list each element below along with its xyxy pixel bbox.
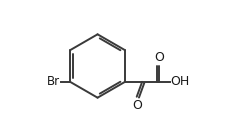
Text: Br: Br bbox=[47, 75, 60, 88]
Text: OH: OH bbox=[171, 75, 190, 88]
Text: O: O bbox=[132, 99, 142, 112]
Text: O: O bbox=[154, 51, 164, 64]
